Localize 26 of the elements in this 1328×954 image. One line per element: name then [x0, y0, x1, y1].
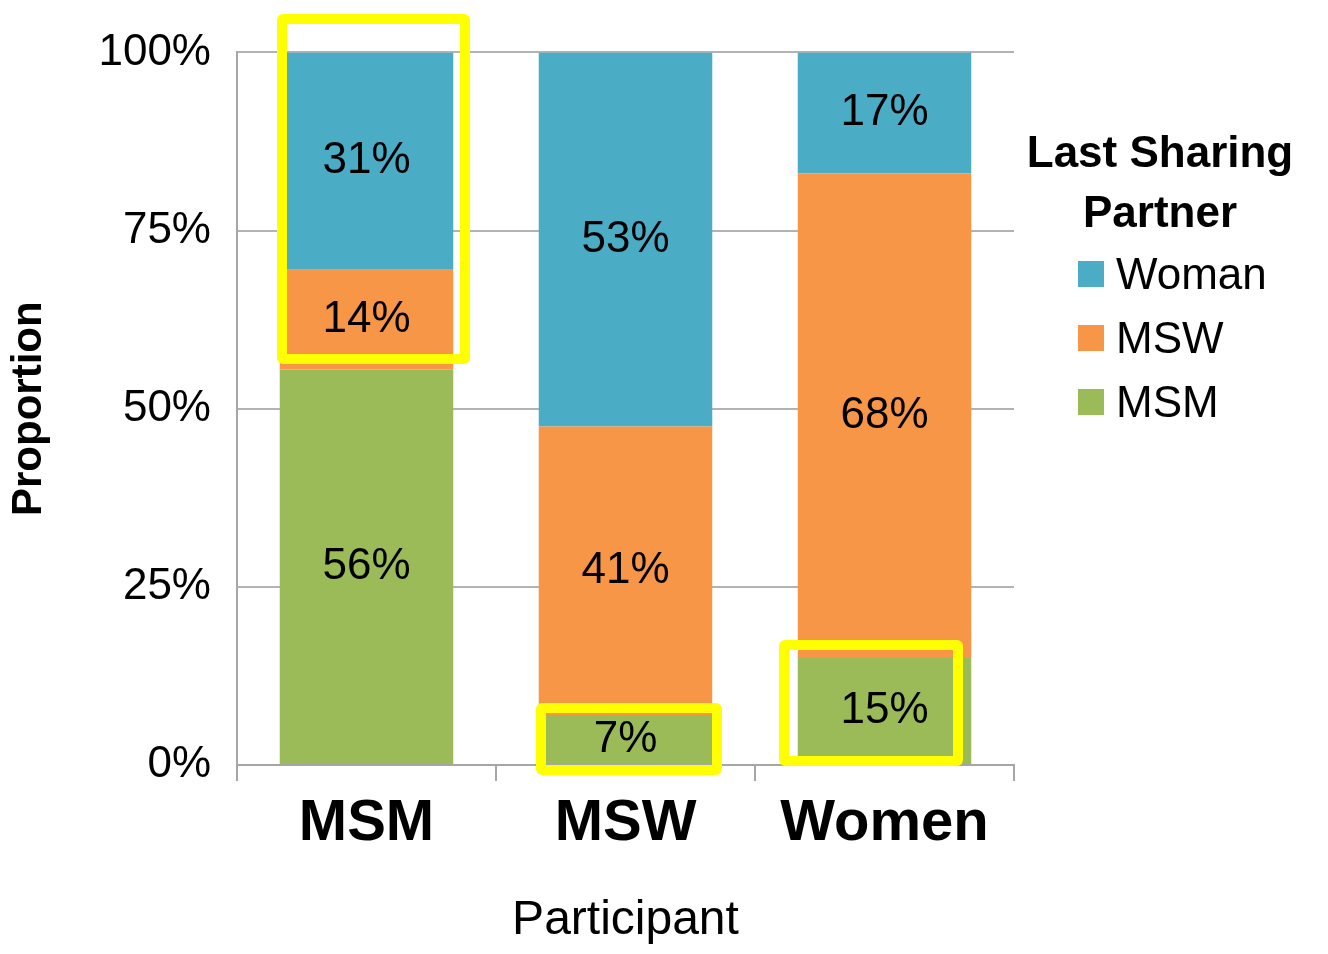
x-axis-title: Participant [512, 891, 739, 945]
x-tick-label: MSW [554, 786, 697, 852]
bar [797, 52, 972, 174]
legend-label: Woman [1116, 249, 1267, 299]
x-tick-label: MSM [298, 786, 435, 852]
data-label: 68% [840, 387, 929, 437]
data-label: 7% [593, 711, 658, 761]
data-label: 14% [322, 291, 411, 341]
data-label: 41% [581, 542, 670, 592]
y-tick-label: 25% [122, 558, 211, 608]
data-label: 15% [840, 683, 929, 733]
legend-label: MSW [1116, 313, 1224, 363]
data-label: 53% [581, 211, 670, 261]
legend-label: MSM [1116, 377, 1219, 427]
y-tick-label: 100% [98, 24, 211, 74]
legend-title: Last Sharing Partner [1025, 126, 1295, 238]
bar [279, 369, 454, 764]
y-axis-title: Proportion [2, 301, 50, 517]
bar [538, 52, 713, 427]
data-label: 31% [322, 133, 411, 183]
data-label: 17% [840, 85, 929, 135]
y-tick-label: 75% [122, 202, 211, 252]
data-label: 56% [322, 538, 411, 588]
x-tick-label: Women [780, 786, 989, 852]
y-tick-label: 0% [147, 737, 211, 787]
y-tick-label: 50% [122, 380, 211, 430]
